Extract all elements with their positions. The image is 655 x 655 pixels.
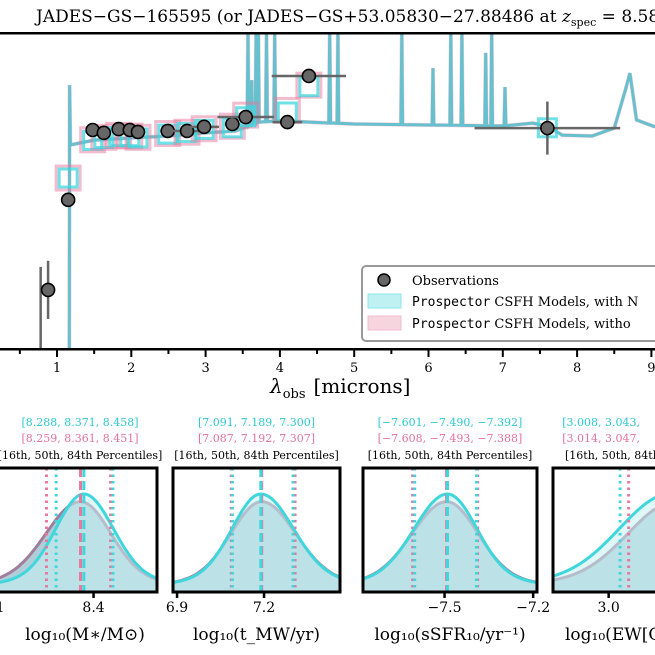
panel-x-label: log₁₀(EW[OII <box>565 625 655 645</box>
x-tick-label: 2 <box>127 361 135 376</box>
observation-point <box>196 119 212 135</box>
legend-box <box>361 265 655 342</box>
posterior-with-fill <box>363 494 537 592</box>
legend-without-label: Prospector CSFH Models, witho <box>412 317 631 332</box>
panel-plot-area <box>173 468 340 592</box>
legend-without-patch <box>367 315 402 331</box>
legend-with-text: CSFH Models, with N <box>490 295 638 310</box>
sed-frame-top <box>0 32 655 35</box>
panel-x-tick-label: 6.9 <box>166 600 188 616</box>
observation-point <box>540 120 555 136</box>
x-tick-label: 6 <box>424 361 432 376</box>
sed-plot <box>34 34 655 371</box>
posterior-with-curve <box>363 492 537 584</box>
panel-x-tick-label: 8.1 <box>0 600 5 616</box>
legend-observation-marker <box>377 273 391 287</box>
observation-point <box>130 124 146 140</box>
posterior-panels: 8.1 8.4 [8.288, 8.371, 8.458] [8.259, 8.361… <box>0 416 655 645</box>
posterior-panel-1: 8.1 8.4 [8.288, 8.371, 8.458] [8.259, 8.361… <box>0 416 162 645</box>
x-label-sub: obs <box>283 387 306 402</box>
percentiles-with: [7.091, 7.189, 7.300] <box>198 416 315 429</box>
percentiles-without: [3.014, 3.047, <box>562 432 640 445</box>
observation-point <box>238 109 254 125</box>
panel-x-tick-label: −7.5 <box>428 600 462 616</box>
legend-without-mono: Prospector <box>412 317 490 332</box>
percentiles-caption: [16th, 50th, 84th P <box>565 449 655 462</box>
x-tick-label: 9 <box>647 361 655 376</box>
model-phot-without <box>54 164 82 192</box>
title-z-symbol: z <box>561 7 572 27</box>
model-spectrum-with <box>67 34 655 348</box>
percentiles-caption: [16th, 50th, 84th Percentiles] <box>368 449 533 462</box>
legend-with-patch <box>367 293 402 309</box>
panel-x-tick-label: −7.2 <box>516 600 550 616</box>
panel-frame <box>0 466 159 594</box>
posterior-panel-4: 3.0 [3.008, 3.043, [3.014, 3.047, [16th, 50… <box>551 416 655 645</box>
model-phot-without <box>173 118 201 146</box>
sed-x-axis <box>0 348 655 351</box>
panel-x-tick-label: 3.0 <box>598 600 620 616</box>
title-main: JADES−GS−165595 (or JADES−GS+53.05830−27… <box>34 7 562 27</box>
x-label-unit: [microns] <box>314 374 411 398</box>
panel-frame <box>551 466 655 594</box>
model-phot-without <box>90 123 118 151</box>
observation-point <box>40 282 56 298</box>
posterior-with-fill <box>0 494 157 592</box>
x-tick-label: 7 <box>499 361 507 376</box>
percentiles-without: [7.087, 7.192, 7.307] <box>198 432 315 445</box>
panel-frame <box>171 466 342 594</box>
panel-x-label: log₁₀(t_MW/yr) <box>193 625 320 645</box>
percentiles-caption: [16th, 50th, 84th Percentiles] <box>0 449 162 462</box>
panel-x-tick-label: 7.2 <box>253 600 275 616</box>
sed-plot-area <box>34 34 655 371</box>
posterior-with-curve <box>0 492 157 584</box>
posterior-with-curve <box>173 492 340 584</box>
panel-plot-area <box>363 468 537 592</box>
x-tick-label: 8 <box>573 361 581 376</box>
percentiles-without: [−7.608, −7.493, −7.388] <box>378 432 523 445</box>
panel-plot-area <box>0 468 157 592</box>
observation-point <box>280 114 295 130</box>
sed-x-ticks: 1 2 3 4 5 6 7 8 9 <box>18 349 655 376</box>
posterior-panel-2: 6.9 7.2 [7.091, 7.189, 7.300] [7.087, 7.192… <box>166 416 342 645</box>
x-tick-label: 5 <box>350 361 358 376</box>
percentiles-with: [3.008, 3.043, <box>562 416 640 429</box>
panel-x-tick-label: 8.4 <box>82 600 104 616</box>
sed-x-label: λobs [microns] <box>269 374 410 402</box>
observation-point <box>301 68 317 84</box>
legend-with-mono: Prospector <box>412 295 490 310</box>
panel-x-label: log₁₀(sSFR₁₀/yr⁻¹) <box>374 625 525 645</box>
x-tick-label: 1 <box>53 361 61 376</box>
figure-title: JADES−GS−165595 (or JADES−GS+53.05830−27… <box>34 7 655 29</box>
panel-x-label: log₁₀(M∗/M⊙) <box>25 625 145 645</box>
percentiles-caption: [16th, 50th, 84th Percentiles] <box>174 449 339 462</box>
x-tick-label: 3 <box>201 361 209 376</box>
observation-point <box>225 116 240 132</box>
observation-point <box>96 125 112 141</box>
model-phot-with <box>57 167 79 189</box>
panel-plot-area <box>553 468 655 592</box>
observation-point <box>60 192 76 208</box>
percentiles-without: [8.259, 8.361, 8.451] <box>21 432 138 445</box>
posterior-panel-3: −7.5 −7.2 [−7.601, −7.490, −7.392] [−7.608,… <box>361 416 550 645</box>
legend-without-text: CSFH Models, witho <box>490 317 631 332</box>
legend-observations-label: Observations <box>412 274 499 289</box>
model-phot-without <box>154 119 182 147</box>
percentiles-with: [−7.601, −7.490, −7.392] <box>378 416 523 429</box>
legend: Observations Prospector CSFH Models, wit… <box>361 265 655 342</box>
title-z-sub: spec <box>571 16 596 29</box>
observation-point <box>34 358 47 371</box>
x-tick-label: 4 <box>276 361 284 376</box>
panel-frame <box>361 466 539 594</box>
title-z-value: = 8.58 <box>596 7 655 27</box>
percentiles-with: [8.288, 8.371, 8.458] <box>21 416 138 429</box>
posterior-with-curve <box>553 496 655 578</box>
x-label-symbol: λ <box>269 374 283 398</box>
legend-with-label: Prospector CSFH Models, with N <box>412 295 638 310</box>
posterior-with-fill <box>173 494 340 592</box>
